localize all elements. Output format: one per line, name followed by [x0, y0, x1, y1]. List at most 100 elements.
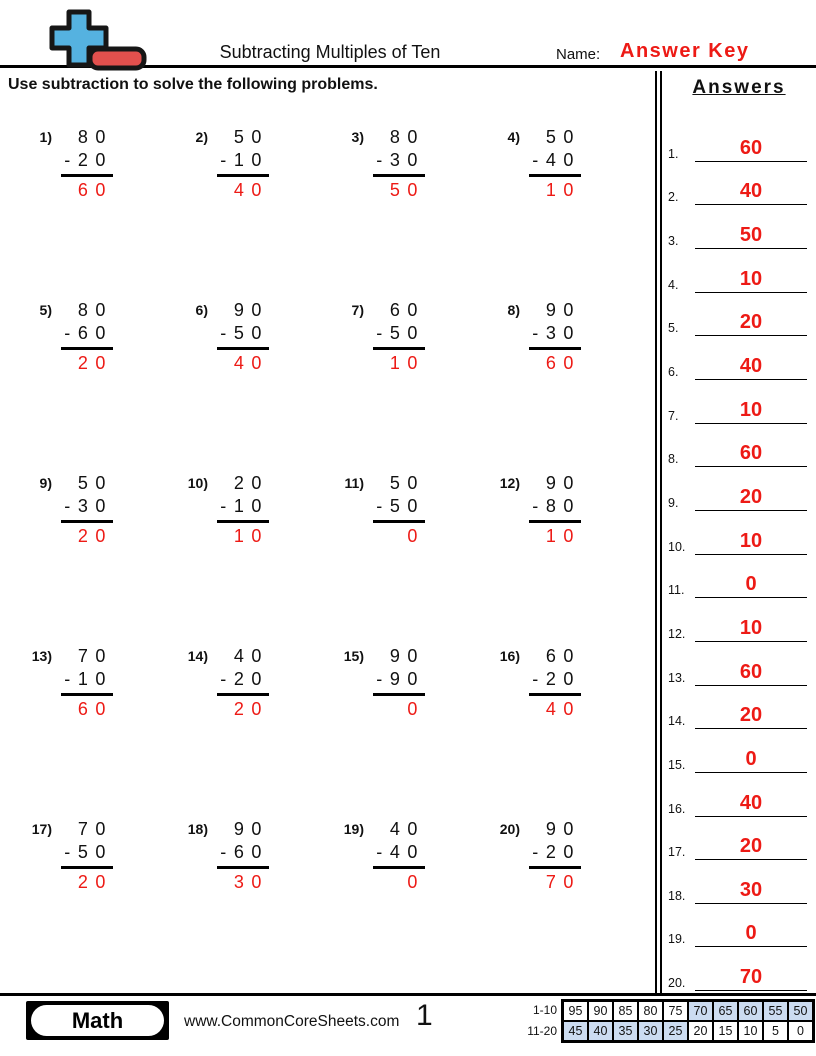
problem-work: 40 -20 20	[217, 645, 269, 818]
answer-value: 30	[739, 878, 763, 901]
subtraction-line	[373, 520, 425, 523]
subtrahend: -30	[64, 496, 113, 516]
answer-value: 20	[739, 704, 763, 727]
minuend: 40	[233, 646, 269, 666]
problem-work: 80 -60 20	[61, 299, 113, 472]
minuend: 80	[77, 127, 113, 147]
answer-row: 16. 40	[662, 773, 816, 817]
answer-number: 3.	[668, 233, 679, 248]
problem-number: 6)	[195, 302, 208, 318]
answer-blank-line: 20	[695, 704, 807, 730]
problem-number: 15)	[343, 648, 364, 664]
problem: 14) 40 -20 20	[178, 645, 334, 818]
subtrahend: -10	[220, 496, 269, 516]
minuend: 80	[77, 300, 113, 320]
subtrahend: -20	[64, 150, 113, 170]
answer-number: 8.	[668, 452, 679, 467]
problem: 7) 60 -50 10	[334, 299, 490, 472]
name-label: Name:	[556, 46, 601, 63]
problem-answer: 0	[407, 526, 425, 546]
subtraction-line	[61, 174, 113, 177]
minuend: 90	[233, 300, 269, 320]
problem: 1) 80 -20 60	[22, 126, 178, 299]
subtraction-line	[217, 174, 269, 177]
problem-work: 20 -10 10	[217, 472, 269, 645]
answer-row: 8. 60	[662, 424, 816, 468]
answer-number: 2.	[668, 190, 679, 205]
problem-work: 60 -20 40	[529, 645, 581, 818]
problem-work: 50 -50 0	[373, 472, 425, 645]
score-table: 1-10 11-20 95 90 85 80 75 70 65	[527, 999, 815, 1043]
answer-blank-line: 10	[695, 269, 807, 293]
score-cell: 75	[663, 1001, 688, 1021]
subtraction-line	[373, 866, 425, 869]
answer-value: 10	[739, 267, 763, 290]
score-cell: 35	[613, 1021, 638, 1041]
problem-answer: 20	[77, 526, 113, 546]
answer-number: 14.	[668, 714, 686, 729]
problem-number: 3)	[351, 129, 364, 145]
subtraction-line	[61, 520, 113, 523]
minuend: 90	[389, 646, 425, 666]
answer-row: 1. 60	[662, 118, 816, 162]
problem-work: 90 -60 30	[217, 818, 269, 991]
problem-work: 90 -30 60	[529, 299, 581, 472]
answer-number: 10.	[668, 539, 686, 554]
score-cell: 20	[688, 1021, 713, 1041]
answer-blank-line: 30	[695, 880, 807, 904]
answer-value: 20	[739, 835, 763, 858]
problem: 10) 20 -10 10	[178, 472, 334, 645]
subtraction-line	[373, 693, 425, 696]
minuend: 90	[545, 819, 581, 839]
answers-panel: Answers 1. 60 2. 40 3. 50 4.	[655, 71, 816, 993]
score-cell: 80	[638, 1001, 663, 1021]
score-cell: 55	[763, 1001, 788, 1021]
answer-blank-line: 0	[695, 573, 807, 599]
problem-number: 1)	[39, 129, 52, 145]
answer-blank-line: 60	[695, 138, 807, 162]
answer-row: 18. 30	[662, 860, 816, 904]
problem-work: 70 -10 60	[61, 645, 113, 818]
answer-number: 9.	[668, 495, 679, 510]
problem-answer: 20	[233, 699, 269, 719]
answer-value: 10	[739, 616, 763, 639]
answer-value: 60	[739, 660, 763, 683]
minuend: 50	[389, 473, 425, 493]
subtraction-line	[61, 347, 113, 350]
score-cell: 70	[688, 1001, 713, 1021]
problem-answer: 40	[233, 353, 269, 373]
answer-value: 50	[739, 223, 763, 246]
answer-value: 10	[739, 529, 763, 552]
score-row-label-11-20: 11-20	[527, 1024, 557, 1038]
problem: 13) 70 -10 60	[22, 645, 178, 818]
answer-blank-line: 0	[695, 749, 807, 773]
problem-number: 11)	[344, 475, 364, 491]
answer-blank-line: 20	[695, 487, 807, 511]
subtrahend: -40	[532, 150, 581, 170]
answer-number: 12.	[668, 626, 686, 641]
subtraction-line	[217, 693, 269, 696]
answer-row: 7. 10	[662, 380, 816, 424]
problem-number: 20)	[499, 821, 520, 837]
commoncoresheets-logo	[40, 8, 152, 77]
answer-value: 0	[745, 573, 757, 596]
subtrahend: -30	[376, 150, 425, 170]
score-row-labels: 1-10 11-20	[527, 1000, 561, 1042]
subtraction-line	[373, 174, 425, 177]
answer-row: 5. 20	[662, 293, 816, 337]
score-cell: 5	[763, 1021, 788, 1041]
answer-row: 9. 20	[662, 467, 816, 511]
score-cell: 10	[738, 1021, 763, 1041]
minuend: 50	[233, 127, 269, 147]
answer-number: 7.	[668, 408, 679, 423]
answer-value: 20	[739, 485, 763, 508]
minuend: 90	[233, 819, 269, 839]
problem-answer: 60	[77, 180, 113, 200]
problem-number: 14)	[187, 648, 208, 664]
problem-work: 90 -90 0	[373, 645, 425, 818]
subtraction-line	[529, 174, 581, 177]
problem: 9) 50 -30 20	[22, 472, 178, 645]
answer-value: 70	[739, 966, 763, 989]
problem-number: 2)	[195, 129, 208, 145]
problem: 5) 80 -60 20	[22, 299, 178, 472]
